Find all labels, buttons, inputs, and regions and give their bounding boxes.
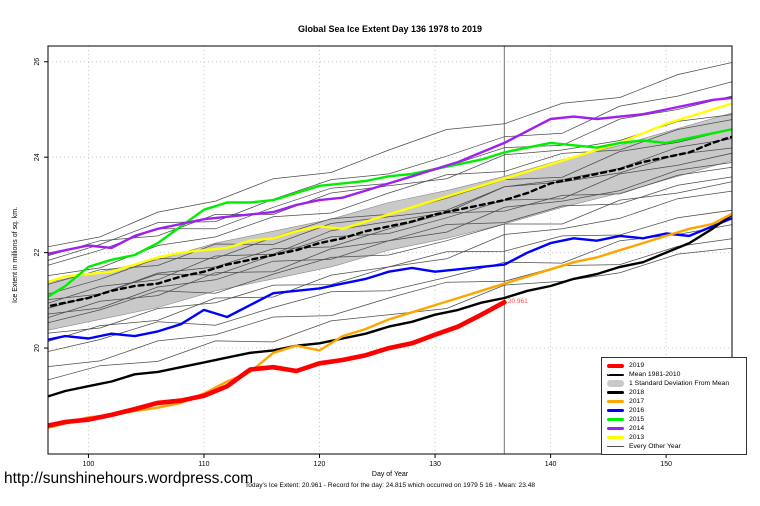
- legend-label: 2016: [629, 407, 645, 414]
- legend-label: 2017: [629, 398, 645, 405]
- axis-ticks-and-labels: 100 110 120 130 140 150 20 22 24 26: [34, 58, 672, 468]
- every-other-year-line: [48, 114, 732, 257]
- series-mean-1981-2010-line: [48, 135, 732, 308]
- every-other-year-line: [48, 181, 732, 324]
- every-other-year-line: [48, 147, 732, 285]
- x-tick-label: 100: [83, 461, 95, 468]
- legend-label: 2019: [629, 362, 645, 369]
- series-2018-line: [48, 213, 732, 398]
- legend-label: Every Other Year: [629, 443, 681, 450]
- x-tick-label: 130: [429, 461, 441, 468]
- legend-label: 2013: [629, 434, 645, 441]
- series-2019-line: [48, 299, 507, 428]
- y-tick-label: 22: [34, 249, 41, 257]
- every-other-year-line: [48, 152, 732, 309]
- series-2016-line: [48, 216, 732, 341]
- y-tick-label: 26: [34, 58, 41, 66]
- legend-label: 1 Standard Deviation From Mean: [629, 380, 730, 387]
- legend-label: 2018: [629, 389, 645, 396]
- every-other-year-line: [48, 176, 732, 315]
- every-other-year-line: [48, 166, 732, 301]
- series-2015-line: [48, 128, 732, 299]
- legend-entry: 2013: [607, 433, 742, 442]
- legend-line-swatch: [607, 427, 624, 430]
- y-axis-label: Ice Extent in millions of sq. km.: [12, 206, 19, 304]
- plot-border-rect: [47, 45, 733, 455]
- series-2014-line: [48, 96, 732, 256]
- legend-entry: 2017: [607, 397, 742, 406]
- every-other-year-line: [48, 81, 732, 261]
- y-tick-label: 24: [34, 153, 41, 161]
- series-2017-line: [48, 212, 732, 430]
- every-other-year-line: [48, 119, 732, 277]
- legend-label: 2014: [629, 425, 645, 432]
- every-other-year-line: [48, 224, 732, 352]
- legend-band-swatch: [607, 380, 624, 387]
- series-lines: [48, 96, 732, 430]
- chart-title: Global Sea Ice Extent Day 136 1978 to 20…: [297, 24, 483, 34]
- x-tick-label: 150: [660, 461, 672, 468]
- legend-entry: 2015: [607, 415, 742, 424]
- plot-border: [47, 45, 733, 455]
- x-axis-label: Day of Year: [371, 471, 409, 478]
- legend-entry: 2018: [607, 388, 742, 397]
- legend-entry: 1 Standard Deviation From Mean: [607, 379, 742, 388]
- every-other-year-line: [48, 62, 732, 248]
- legend-line-swatch: [607, 409, 624, 412]
- legend-label: Mean 1981-2010: [629, 371, 681, 378]
- legend-entry: Mean 1981-2010: [607, 370, 742, 379]
- chart-subtitle-stats: Today's Ice Extent: 20.961 - Record for …: [244, 482, 536, 489]
- legend-entry: 2014: [607, 424, 742, 433]
- chart-legend: 2019 Mean 1981-2010 1 Standard Deviation F…: [601, 357, 747, 455]
- x-tick-label: 120: [314, 461, 326, 468]
- legend-label: 2015: [629, 416, 645, 423]
- x-tick-label: 140: [545, 461, 557, 468]
- legend-entry: 2016: [607, 406, 742, 415]
- legend-thin-line-swatch: [607, 446, 624, 447]
- every-other-year-line: [48, 238, 732, 367]
- legend-line-swatch: [607, 391, 624, 394]
- every-other-year-line: [48, 247, 732, 381]
- legend-dashed-line-swatch: [607, 373, 624, 376]
- x-tick-label: 110: [198, 461, 209, 468]
- legend-line-swatch: [607, 400, 624, 403]
- legend-entry: 2019: [607, 361, 742, 370]
- legend-line-swatch: [607, 418, 624, 421]
- legend-line-swatch: [607, 436, 624, 439]
- legend-entry: Every Other Year: [607, 442, 742, 451]
- watermark-url: http://sunshinehours.wordpress.com: [4, 470, 253, 487]
- legend-thick-line-swatch: [607, 363, 624, 368]
- current-value-annotation: 20.961: [507, 298, 528, 306]
- y-tick-label: 20: [34, 344, 41, 352]
